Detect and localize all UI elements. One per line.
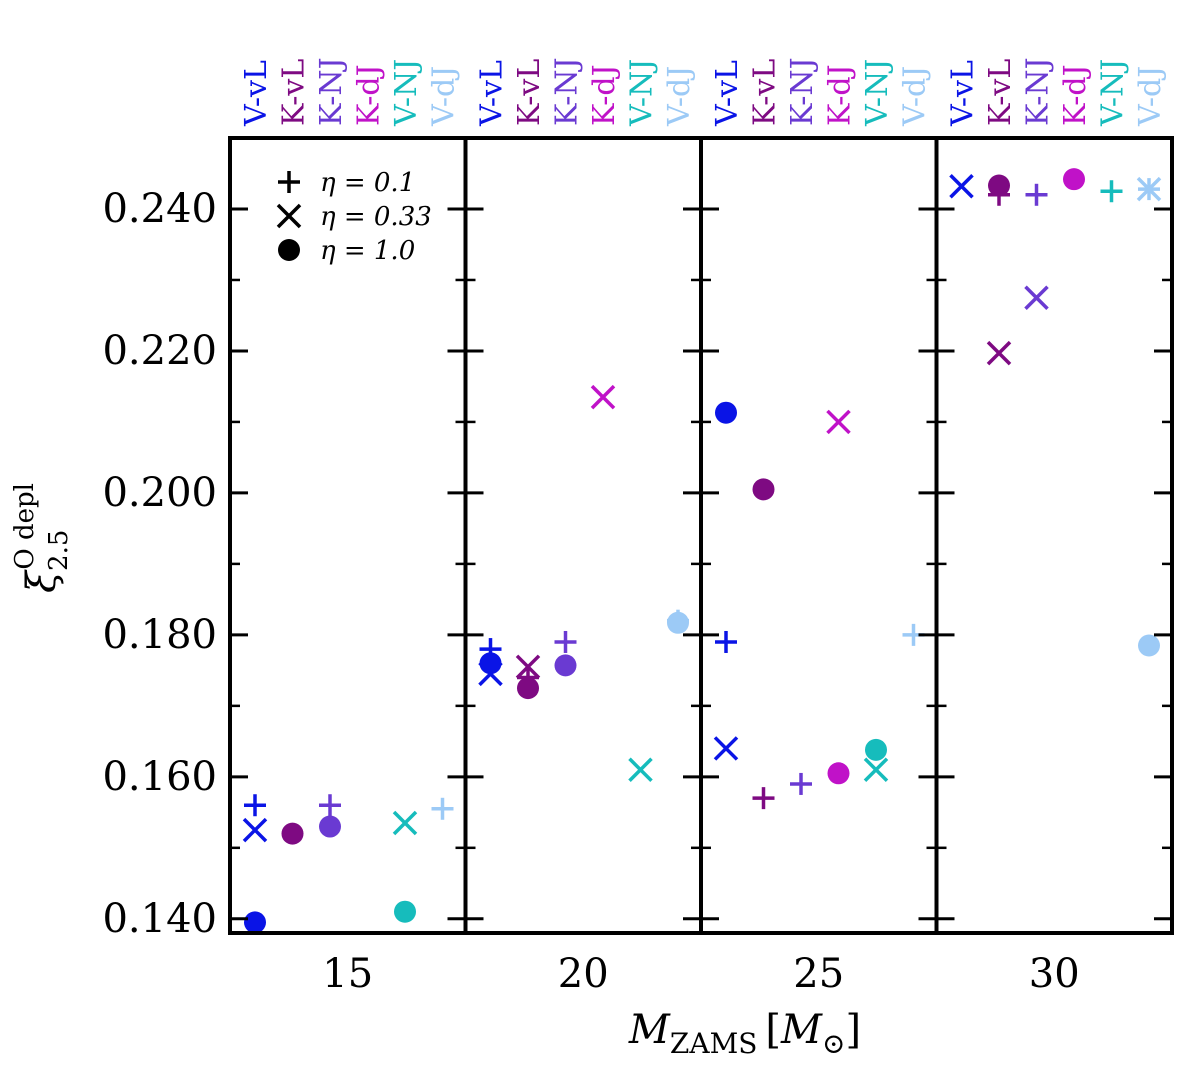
data-point-cross-15-v-nj: [392, 810, 418, 836]
x-axis: 15 20 25 30: [322, 951, 1079, 997]
model-label-30-k-nj: K-NJ: [1021, 57, 1056, 126]
data-point-circle-25-k-dj: [827, 762, 850, 785]
model-label-30-v-vl: V-vL: [946, 60, 981, 127]
data-point-cross-20-v-nj: [628, 757, 653, 782]
x-axis-label-main: M: [628, 1007, 671, 1053]
data-point-plus-20-k-nj: [554, 630, 577, 653]
data-point-cross-15-v-vl: [242, 817, 268, 843]
y-axis-label: ξ2.5O depl: [10, 483, 74, 593]
data-point-circle-20-v-vl: [479, 652, 502, 675]
data-point-circle-30-k-dj: [1063, 168, 1085, 191]
x-axis-label-inner-sub: ⊙: [822, 1027, 845, 1060]
model-label-15-k-dj: K-dJ: [352, 64, 387, 126]
y-axis-label-sub: 2.5: [44, 530, 74, 571]
y-axis-label-sup: O depl: [10, 483, 40, 570]
data-point-cross-25-v-vl: [713, 736, 739, 761]
data-point-plus-15-k-nj: [319, 794, 341, 817]
x-axis-label-bracket-close: ]: [845, 1007, 861, 1053]
data-point-circle-20-v-dj: [667, 611, 689, 634]
data-point-circle-30-k-vl: [988, 174, 1010, 197]
model-label-20-k-dj: K-dJ: [587, 64, 622, 126]
data-point-cross-25-k-dj: [826, 409, 851, 435]
data-point-circle-30-v-dj: [1138, 634, 1160, 657]
model-label-20-v-nj: V-NJ: [625, 59, 660, 127]
y-axis: 0.140 0.160 0.180 0.200 0.220 0.240: [102, 136, 1172, 942]
data-point-cross-30-v-dj: [1136, 176, 1162, 202]
x-axis-label-inner: M: [780, 1007, 823, 1053]
model-label-15-k-vl: K-vL: [277, 59, 312, 126]
x-axis-label-bracket-open: [: [765, 1007, 781, 1053]
data-point-plus-25-v-vl: [715, 630, 737, 653]
model-label-15-v-vl: V-vL: [239, 60, 274, 127]
data-point-circle-15-v-nj: [394, 900, 416, 923]
data-point-plus-15-v-dj: [431, 797, 454, 820]
data-point-cross-25-v-nj: [863, 757, 889, 782]
model-label-20-v-vl: V-vL: [475, 60, 510, 127]
data-point-cross-30-k-nj: [1024, 285, 1049, 310]
model-label-25-v-nj: V-NJ: [860, 59, 895, 127]
data-point-plus-15-v-vl: [244, 794, 266, 817]
data-point-circle-25-k-vl: [752, 478, 775, 501]
legend: η = 0.1 η = 0.33 η = 1.0: [276, 168, 432, 266]
x-tick-label-15: 15: [322, 951, 373, 997]
model-label-30-v-nj: V-NJ: [1096, 59, 1131, 127]
model-label-15-k-nj: K-NJ: [314, 57, 349, 126]
model-label-20-k-nj: K-NJ: [550, 57, 585, 126]
model-label-30-v-dj: V-dJ: [1133, 66, 1168, 127]
data-point-plus-30-v-nj: [1100, 180, 1123, 203]
model-label-25-k-nj: K-NJ: [785, 57, 820, 126]
model-label-25-k-vl: K-vL: [748, 59, 783, 126]
data-point-cross-30-v-vl: [949, 174, 974, 199]
model-label-15-v-nj: V-NJ: [389, 59, 424, 127]
data-point-cross-20-k-dj: [590, 384, 616, 410]
x-tick-label-25: 25: [793, 951, 844, 997]
data-point-plus-25-k-nj: [790, 772, 812, 795]
data-point-circle-15-v-vl: [244, 911, 266, 934]
data-point-circle-20-k-vl: [517, 677, 539, 700]
model-label-20-v-dj: V-dJ: [662, 66, 697, 127]
x-tick-label-30: 30: [1029, 951, 1080, 997]
model-label-15-v-dj: V-dJ: [427, 66, 462, 127]
x-axis-label: MZAMS [M⊙]: [628, 1007, 861, 1060]
data-point-circle-25-v-nj: [865, 738, 887, 761]
plot-marks: [242, 168, 1162, 934]
data-point-plus-25-k-vl: [752, 787, 775, 810]
legend-label-plus: η = 0.1: [320, 168, 415, 198]
model-label-25-v-dj: V-dJ: [898, 66, 933, 127]
data-point-circle-15-k-vl: [281, 822, 304, 845]
data-point-circle-25-v-vl: [715, 401, 737, 424]
y-tick-label: 0.140: [102, 896, 217, 942]
model-label-25-k-dj: K-dJ: [823, 64, 858, 126]
legend-label-cross: η = 0.33: [320, 202, 432, 232]
legend-marker-plus: [278, 171, 300, 193]
legend-marker-cross: [276, 203, 302, 229]
y-axis-label-main: ξ: [19, 569, 65, 593]
x-axis-label-sub: ZAMS: [670, 1027, 758, 1060]
model-label-30-k-vl: K-vL: [983, 59, 1018, 126]
legend-label-circle: η = 1.0: [320, 236, 415, 266]
model-label-20-k-vl: K-vL: [512, 59, 547, 126]
data-point-cross-30-k-vl: [986, 340, 1012, 366]
model-label-25-v-vl: V-vL: [710, 60, 745, 127]
x-tick-label-20: 20: [558, 951, 609, 997]
data-point-plus-30-k-nj: [1025, 183, 1048, 206]
data-point-circle-20-k-nj: [554, 654, 577, 677]
y-tick-label: 0.200: [102, 470, 217, 516]
model-label-30-k-dj: K-dJ: [1058, 64, 1093, 126]
y-tick-label: 0.180: [102, 612, 217, 658]
y-tick-label: 0.160: [102, 754, 217, 800]
model-labels-top: V-vL K-vL K-NJ K-dJ V-NJ V-dJ V-vL K-vL K-NJ K-dJ…: [239, 57, 1168, 127]
y-tick-label: 0.240: [102, 186, 217, 232]
data-point-cross-20-k-vl: [515, 654, 541, 680]
data-point-circle-15-k-nj: [319, 815, 341, 838]
y-tick-label: 0.220: [102, 328, 217, 374]
legend-marker-circle: [278, 239, 300, 261]
